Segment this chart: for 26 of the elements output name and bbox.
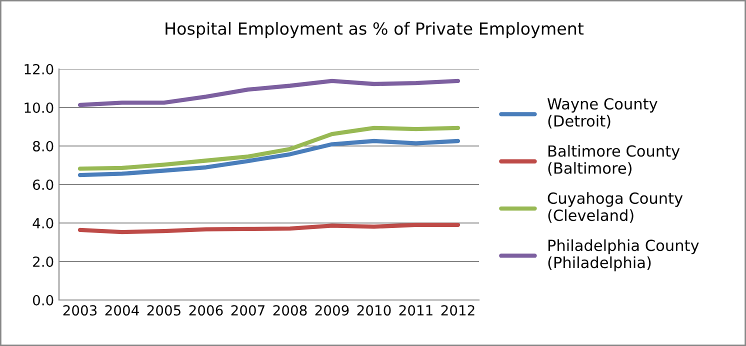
y-tick-label: 2.0 bbox=[33, 256, 54, 267]
y-tick-label: 0.0 bbox=[32, 294, 54, 306]
y-tick-label: 4.0 bbox=[32, 218, 54, 228]
legend-label: Cuyahoga County (Cleveland) bbox=[548, 192, 683, 223]
x-tick-label: 2006 bbox=[189, 305, 223, 316]
line-series bbox=[78, 138, 460, 178]
y-tick-label: 6.0 bbox=[33, 179, 54, 190]
legend-label: Philadelphia County (Philadelphia) bbox=[548, 239, 699, 272]
x-tick-label: 2005 bbox=[147, 305, 180, 316]
legend-label: Baltimore County (Baltimore) bbox=[548, 144, 680, 176]
y-tick-label: 12.0 bbox=[24, 64, 54, 74]
y-tick-label: 8.0 bbox=[32, 140, 54, 152]
x-tick-label: 2011 bbox=[399, 305, 432, 316]
x-tick-label: 2010 bbox=[357, 305, 391, 316]
line-series bbox=[78, 222, 460, 234]
x-tick-label: 2012 bbox=[441, 305, 474, 316]
line-series bbox=[78, 126, 460, 171]
x-tick-label: 2007 bbox=[231, 305, 264, 316]
y-tick-label: 10.0 bbox=[24, 102, 54, 113]
x-tick-label: 2008 bbox=[273, 305, 307, 316]
x-tick-label: 2003 bbox=[63, 305, 97, 316]
x-tick-label: 2004 bbox=[105, 305, 139, 316]
legend-label: Wayne County (Detroit) bbox=[547, 98, 658, 129]
x-tick-label: 2009 bbox=[315, 305, 349, 316]
line-series bbox=[78, 78, 460, 108]
chart-title: Hospital Employment as % of Private Employment bbox=[166, 22, 584, 38]
